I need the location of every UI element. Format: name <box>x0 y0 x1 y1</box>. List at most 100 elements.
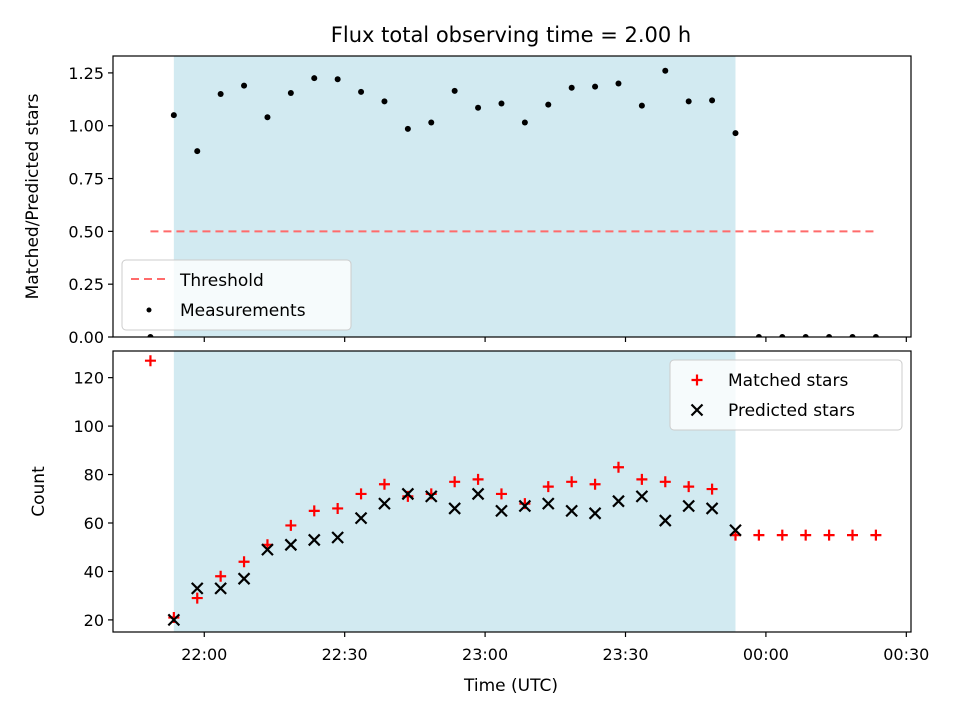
predicted-star-point <box>682 499 695 513</box>
legend-label: Predicted stars <box>728 401 855 421</box>
predicted-star-point <box>331 531 344 544</box>
predicted-star-point <box>378 497 391 510</box>
measurement-point <box>685 98 692 105</box>
measurement-point <box>779 334 786 337</box>
predicted-star-point <box>167 613 181 627</box>
predicted-star-point <box>471 487 485 501</box>
measurement-point <box>334 76 341 83</box>
matched-star-point <box>308 505 320 517</box>
predicted-star-point <box>424 490 438 503</box>
predicted-star-point <box>565 504 578 518</box>
measurement-point <box>264 114 271 121</box>
x-tick-label: 22:30 <box>322 645 368 664</box>
measurement-point <box>194 148 201 155</box>
measurement-point <box>241 82 248 89</box>
predicted-star-point <box>237 572 251 585</box>
measurement-point <box>592 83 599 90</box>
measurement-point <box>428 119 435 126</box>
y-tick-label: 120 <box>73 369 104 388</box>
measurement-point <box>170 112 177 119</box>
matched-star-point <box>800 529 812 541</box>
legend-predicted-swatch <box>690 403 704 417</box>
measurement-point <box>217 91 224 98</box>
predicted-star-point <box>518 499 532 513</box>
x-tick-label: 00:00 <box>743 645 789 664</box>
matched-star-point <box>215 570 227 582</box>
y-tick-label: 0.00 <box>68 328 104 347</box>
legend-matched-swatch <box>691 374 703 386</box>
measurement-point <box>709 97 716 104</box>
measurement-point <box>849 334 856 337</box>
legend-box <box>669 359 903 431</box>
axes-frame <box>112 55 912 338</box>
matched-star-point <box>683 481 695 493</box>
predicted-star-point <box>261 543 274 556</box>
legend-label: Measurements <box>180 301 306 321</box>
measurement-point <box>568 84 575 91</box>
y-tick-label: 100 <box>73 417 104 436</box>
y-tick-label: 1.00 <box>68 117 104 136</box>
measurement-point <box>521 119 528 126</box>
x-tick-label: 23:30 <box>602 645 648 664</box>
matched-star-point <box>449 476 461 488</box>
y-tick-label: 0.75 <box>68 170 104 189</box>
predicted-star-point <box>729 523 742 537</box>
predicted-star-point <box>354 511 368 525</box>
measurement-point <box>147 334 154 337</box>
y-axis-label: Count <box>29 466 49 517</box>
matched-star-point <box>612 461 624 473</box>
predicted-star-point <box>214 582 227 595</box>
measurement-point <box>732 130 739 137</box>
y-tick-label: 1.25 <box>68 64 104 83</box>
y-tick-label: 40 <box>84 562 104 581</box>
measurement-point <box>451 87 458 94</box>
predicted-star-point <box>612 494 625 508</box>
predicted-star-point <box>705 502 719 515</box>
measurement-point <box>311 75 318 82</box>
matched-star-point <box>542 481 554 493</box>
matched-star-point <box>144 355 156 367</box>
matched-star-point <box>659 476 671 488</box>
matched-star-point <box>776 529 788 541</box>
predicted-star-point <box>190 582 204 595</box>
legend-label: Threshold <box>179 271 264 291</box>
predicted-star-point <box>401 487 415 501</box>
legend-label: Matched stars <box>728 371 848 391</box>
y-tick-label: 0.25 <box>68 275 104 294</box>
measurement-point <box>498 100 505 107</box>
predicted-star-point <box>588 507 602 520</box>
y-tick-label: 0.50 <box>68 222 104 241</box>
measurement-point <box>826 334 833 337</box>
legend: Matched stars Predicted stars <box>669 359 903 431</box>
measurement-point <box>475 104 482 111</box>
predicted-star-point <box>448 502 461 515</box>
measurement-point <box>872 334 879 337</box>
matched-star-point <box>355 488 367 500</box>
matched-star-point <box>378 478 390 490</box>
matched-star-point <box>706 483 718 495</box>
matched-star-point <box>823 529 835 541</box>
matched-star-point <box>285 519 297 531</box>
measurement-point <box>802 334 809 337</box>
measurement-point <box>545 101 552 108</box>
y-tick-label: 20 <box>84 611 104 630</box>
matched-star-point <box>636 473 648 485</box>
axes-frame <box>112 350 912 633</box>
count-panel: 20 40 60 80 100 120 22:00 22:30 23:00 23:30 00:00 0… <box>29 350 929 664</box>
legend-box <box>121 259 352 331</box>
predicted-star-point <box>284 538 298 552</box>
matched-star-point <box>332 502 344 514</box>
x-axis-label: Time (UTC) <box>463 676 558 696</box>
chart-title: Flux total observing time = 2.00 h <box>331 23 691 47</box>
plot-marks <box>147 67 879 337</box>
y-axis-label: Matched/Predicted stars <box>23 93 43 299</box>
predicted-star-point <box>635 490 649 503</box>
predicted-star-point <box>495 504 508 518</box>
y-tick-label: 80 <box>84 466 104 485</box>
measurement-point <box>638 102 645 109</box>
matched-star-point <box>846 529 858 541</box>
plot-marks <box>144 355 882 627</box>
matched-star-point <box>472 473 484 485</box>
x-tick-label: 23:00 <box>462 645 508 664</box>
